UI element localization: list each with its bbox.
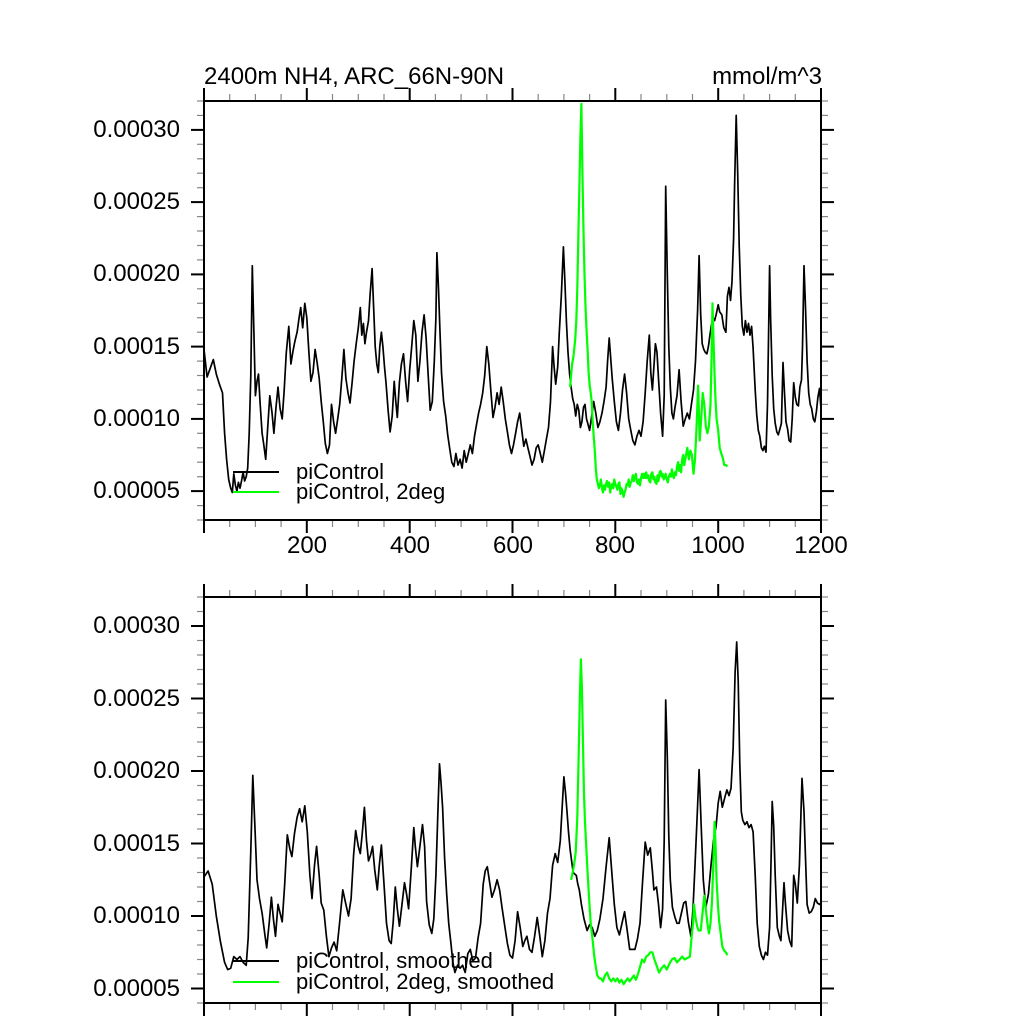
y-tick-label: 0.00015 xyxy=(93,830,180,857)
legend-label: piControl, 2deg, smoothed xyxy=(296,969,555,994)
units-label: mmol/m^3 xyxy=(712,63,822,90)
x-tick-label: 1200 xyxy=(794,532,848,559)
chart0-frame xyxy=(203,100,822,521)
chart0-series-1 xyxy=(569,102,729,498)
legend-label: piControl, smoothed xyxy=(296,948,493,973)
y-tick-label: 0.00005 xyxy=(93,975,180,1002)
chart1-series-0 xyxy=(203,641,822,974)
y-tick-label: 0.00020 xyxy=(93,757,180,784)
legend-line-swatch xyxy=(233,471,279,473)
y-tick-label: 0.00010 xyxy=(93,405,180,432)
x-tick-label: 200 xyxy=(286,532,328,559)
legend-label: piControl xyxy=(296,459,385,484)
legend-line-swatch xyxy=(233,981,279,983)
x-tick-label: 800 xyxy=(594,532,636,559)
x-tick-label: 600 xyxy=(492,532,534,559)
chart0 xyxy=(191,88,834,533)
x-tick-label: 1000 xyxy=(691,532,745,559)
chart1-ticks xyxy=(191,584,834,1016)
chart0-series-0 xyxy=(203,114,822,494)
legend-line-swatch xyxy=(233,491,279,493)
y-tick-label: 0.00025 xyxy=(93,188,180,215)
x-tick-label: 400 xyxy=(389,532,431,559)
chart1-frame xyxy=(203,596,822,1004)
y-tick-label: 0.00015 xyxy=(93,333,180,360)
legend-item-piControl-2deg: piControl, 2deg xyxy=(233,480,445,504)
y-tick-label: 0.00030 xyxy=(93,116,180,143)
legend-item-piControl: piControl xyxy=(233,460,384,484)
y-tick-label: 0.00025 xyxy=(93,685,180,712)
y-tick-label: 0.00005 xyxy=(93,477,180,504)
chart1 xyxy=(191,584,834,1016)
y-tick-label: 0.00020 xyxy=(93,260,180,287)
chart0-ticks xyxy=(191,88,834,533)
legend-item-piControl-smoothed: piControl, smoothed xyxy=(233,949,493,973)
chart-title: 2400m NH4, ARC_66N-90N xyxy=(204,63,505,90)
y-tick-label: 0.00030 xyxy=(93,612,180,639)
chart1-series-1 xyxy=(570,658,729,986)
y-tick-label: 0.00010 xyxy=(93,902,180,929)
legend-label: piControl, 2deg xyxy=(296,479,446,504)
legend-item-piControl-2deg-smoothed: piControl, 2deg, smoothed xyxy=(233,970,554,994)
legend-line-swatch xyxy=(233,960,279,962)
